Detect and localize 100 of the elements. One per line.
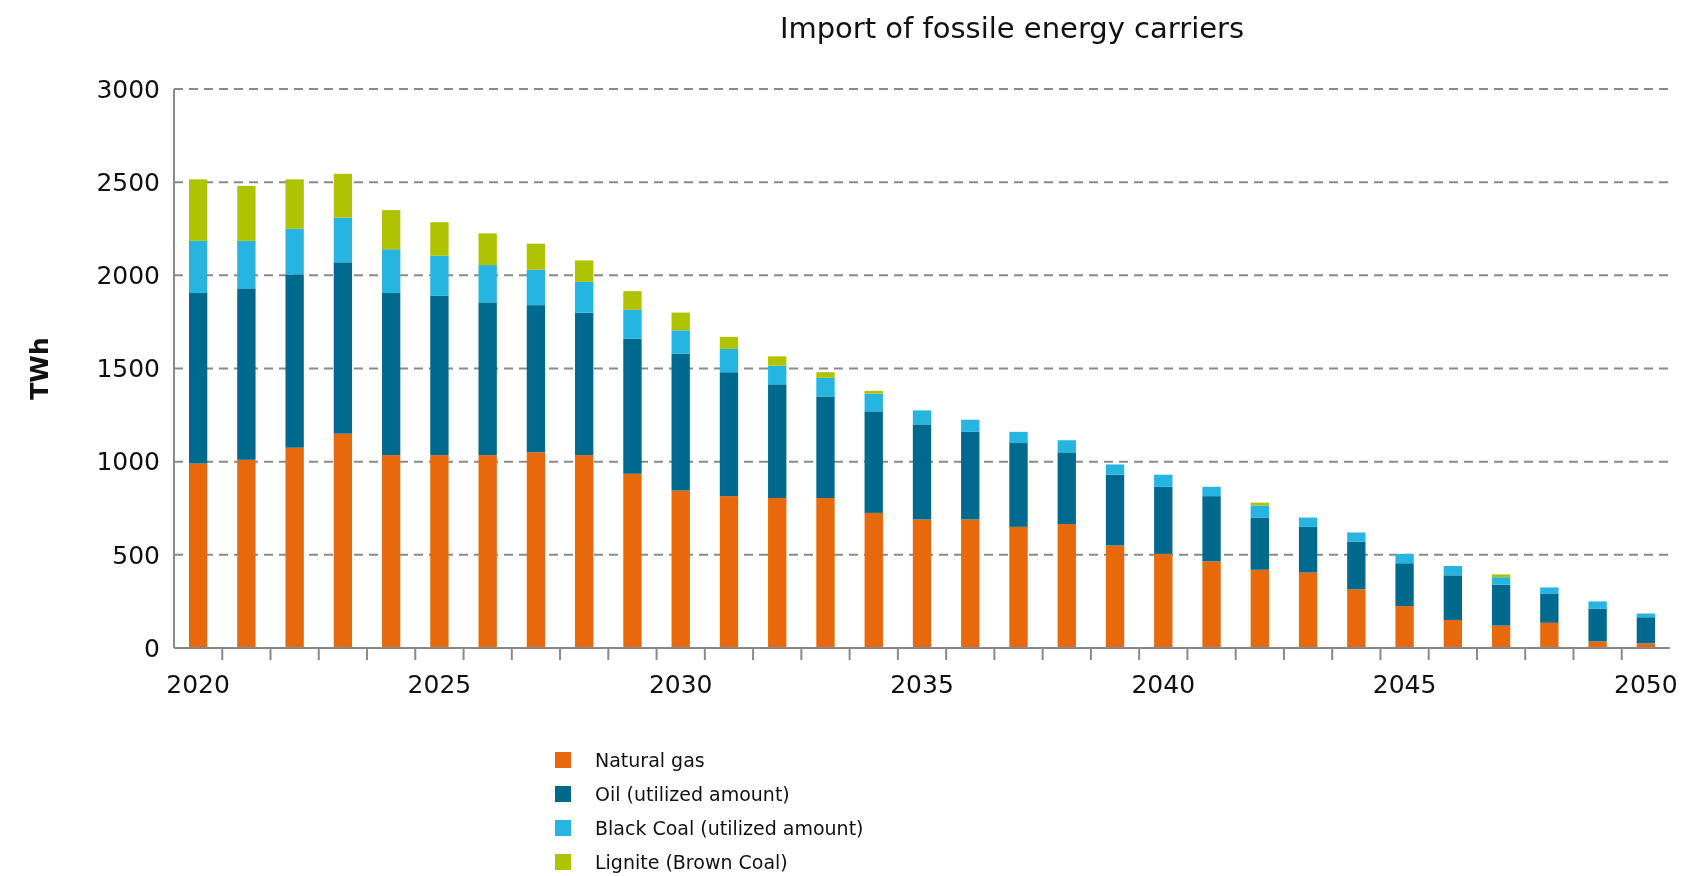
bar xyxy=(623,291,642,310)
bar xyxy=(1009,526,1028,648)
bar xyxy=(671,312,690,331)
bar xyxy=(237,288,256,460)
bar xyxy=(430,222,449,256)
y-tick-label: 1000 xyxy=(96,447,160,477)
bar xyxy=(768,365,787,385)
bar xyxy=(1347,589,1366,648)
bar xyxy=(333,262,353,434)
bar xyxy=(1491,584,1511,626)
bar xyxy=(1154,486,1173,554)
bar xyxy=(912,424,932,520)
bar xyxy=(816,498,835,648)
bar xyxy=(816,396,835,498)
bar xyxy=(1540,622,1559,648)
x-tick-label: 2025 xyxy=(407,670,472,699)
bar xyxy=(1250,505,1269,518)
bar xyxy=(671,330,690,354)
y-tick-label: 1500 xyxy=(96,354,160,384)
bar xyxy=(623,473,642,648)
bar xyxy=(816,377,835,397)
bar xyxy=(1298,572,1318,648)
bar xyxy=(430,295,449,456)
bar xyxy=(381,210,401,250)
bar xyxy=(1298,517,1318,527)
y-tick-label: 0 xyxy=(144,633,160,663)
bar xyxy=(285,179,304,229)
bar xyxy=(864,411,883,513)
bar xyxy=(575,260,594,282)
bar xyxy=(333,173,353,218)
bar xyxy=(719,348,739,373)
bar xyxy=(912,410,932,425)
x-tick-label: 2035 xyxy=(890,670,954,699)
bar xyxy=(575,312,594,456)
bar xyxy=(1636,617,1656,644)
bar xyxy=(430,455,449,648)
bar xyxy=(1105,464,1125,475)
bar xyxy=(1491,625,1511,648)
bar xyxy=(188,463,208,648)
bar xyxy=(768,356,787,366)
bar xyxy=(188,179,208,241)
bar xyxy=(237,459,256,648)
bar xyxy=(671,490,690,648)
bar xyxy=(526,269,546,306)
x-tick-label: 2050 xyxy=(1614,670,1678,699)
bar xyxy=(623,338,642,474)
bar xyxy=(237,185,256,241)
y-tick-label: 3000 xyxy=(96,74,160,104)
bar xyxy=(575,455,594,648)
x-tick-label: 2020 xyxy=(166,670,230,699)
legend-label: Oil (utilized amount) xyxy=(595,782,790,805)
bar xyxy=(381,249,401,294)
y-axis-title: TWh xyxy=(25,337,54,400)
bar xyxy=(1057,440,1076,453)
bar xyxy=(478,233,497,266)
bar xyxy=(381,293,401,456)
bar xyxy=(285,228,304,275)
bar xyxy=(333,433,353,648)
bar xyxy=(1250,569,1269,648)
bar xyxy=(237,240,256,289)
bar xyxy=(961,431,980,520)
bar xyxy=(478,265,497,303)
bar xyxy=(526,243,546,270)
bar xyxy=(912,519,932,648)
bar xyxy=(1347,532,1366,542)
bar xyxy=(1347,541,1366,590)
legend-label: Black Coal (utilized amount) xyxy=(595,816,864,839)
bar xyxy=(1009,431,1028,444)
bar xyxy=(1105,545,1125,648)
bar xyxy=(1395,606,1414,648)
legend-label: Lignite (Brown Coal) xyxy=(595,850,788,873)
bar xyxy=(1057,524,1076,648)
bar xyxy=(1105,474,1125,546)
bar xyxy=(478,455,497,648)
bar xyxy=(1009,443,1028,527)
bar xyxy=(1154,474,1173,487)
bar xyxy=(1202,496,1221,562)
x-tick-label: 2040 xyxy=(1131,670,1196,699)
y-tick-label: 2500 xyxy=(96,167,160,197)
bar xyxy=(719,496,739,648)
bar xyxy=(1588,608,1607,642)
bar xyxy=(188,240,208,294)
x-tick-label: 2045 xyxy=(1372,670,1437,699)
bar xyxy=(961,419,980,432)
bar xyxy=(1443,575,1463,621)
y-tick-label: 500 xyxy=(112,540,160,570)
bar xyxy=(1154,553,1173,648)
bar xyxy=(768,498,787,648)
bar xyxy=(864,512,883,648)
bar xyxy=(1491,577,1511,585)
bar xyxy=(768,384,787,498)
bar xyxy=(1395,563,1414,607)
bar xyxy=(1250,517,1269,570)
bar xyxy=(671,353,690,491)
bar xyxy=(1298,526,1318,573)
bar xyxy=(1588,601,1607,609)
bar xyxy=(719,336,739,349)
bar xyxy=(719,372,739,497)
bar xyxy=(575,281,594,313)
bar xyxy=(1540,593,1559,623)
